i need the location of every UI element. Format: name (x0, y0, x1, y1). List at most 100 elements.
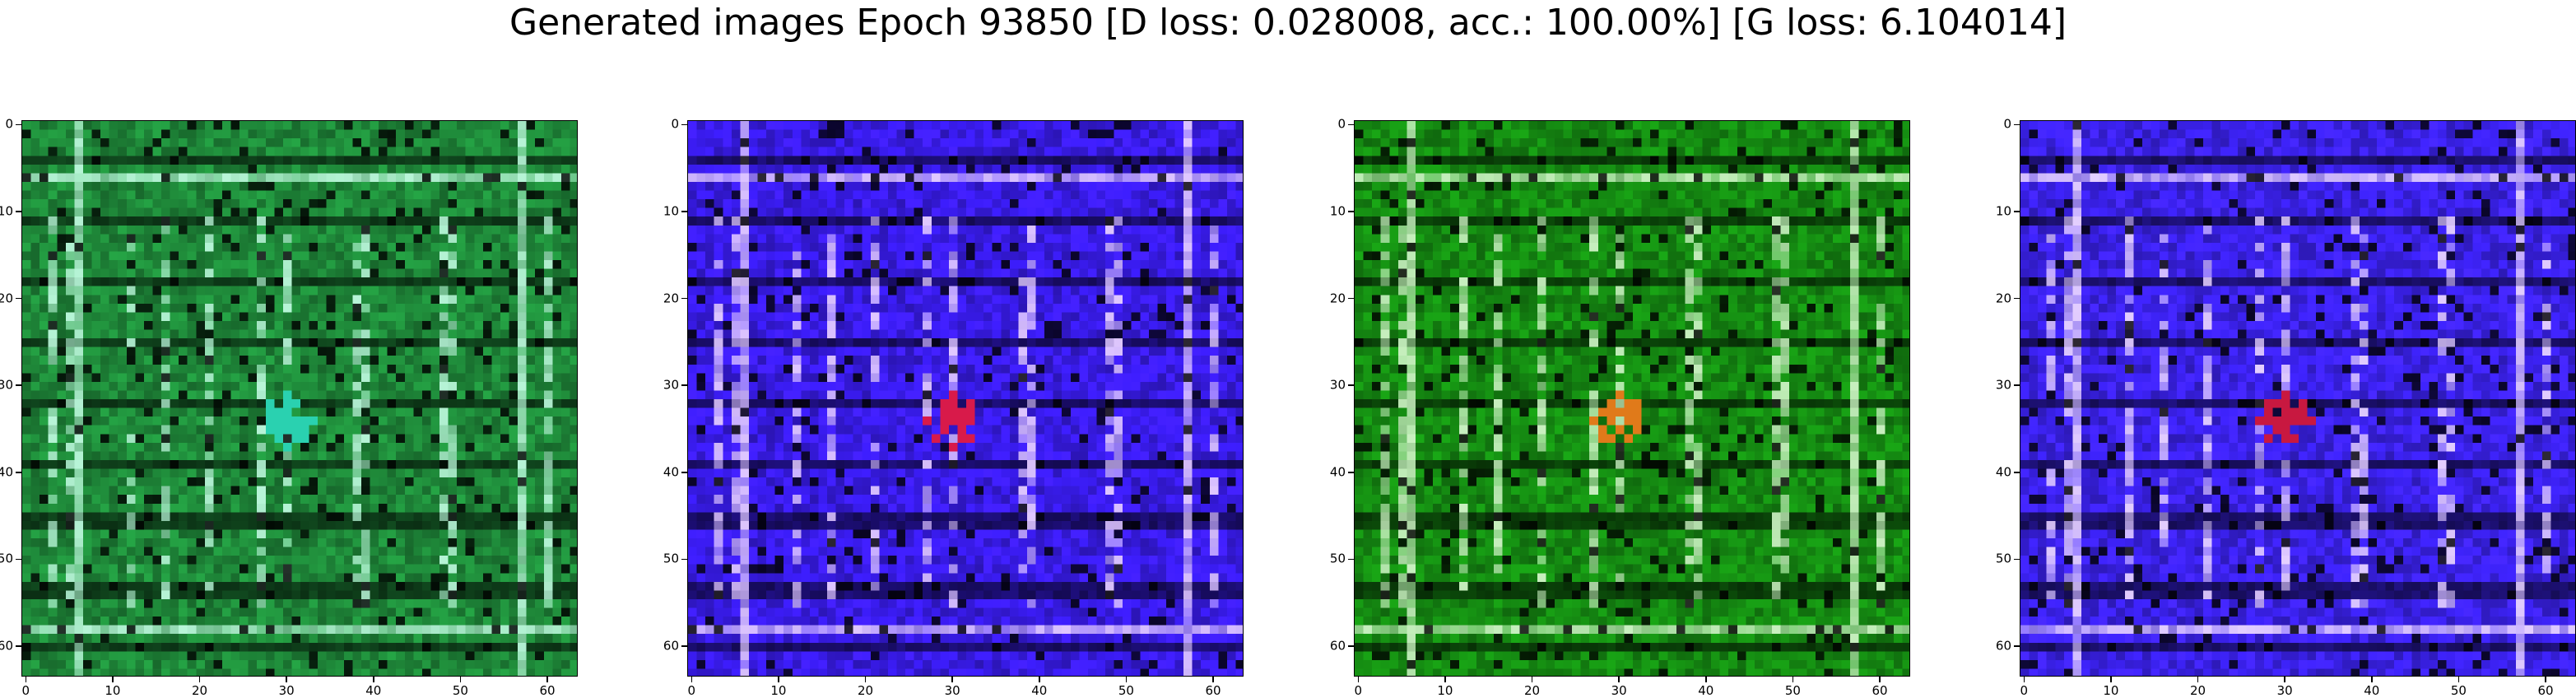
y-tick (681, 558, 687, 561)
x-tick-label: 10 (770, 683, 787, 698)
generated-image-canvas (688, 121, 1243, 676)
x-tick-label: 30 (944, 683, 960, 698)
x-tick (1792, 677, 1794, 682)
y-tick (16, 645, 21, 647)
y-tick (681, 211, 687, 212)
x-tick (1357, 677, 1360, 682)
x-tick (286, 677, 287, 682)
x-tick (1618, 677, 1620, 682)
y-tick-label: 50 (1329, 551, 1346, 566)
x-tick-label: 40 (1031, 683, 1048, 698)
x-tick (951, 677, 953, 682)
x-tick (2284, 677, 2285, 682)
x-tick (1039, 677, 1040, 682)
x-tick (1212, 677, 1214, 682)
y-tick (2014, 384, 2020, 386)
y-tick (16, 472, 21, 473)
image-frame (21, 120, 578, 677)
y-tick-label: 40 (0, 464, 13, 480)
x-tick (198, 677, 201, 682)
x-tick-label: 40 (365, 683, 382, 698)
y-tick-label: 40 (1329, 464, 1346, 480)
y-tick-label: 30 (1995, 377, 2011, 393)
y-tick-label: 40 (663, 464, 679, 480)
y-tick-label: 30 (1329, 377, 1346, 393)
y-tick (16, 123, 21, 126)
image-panel-4: 0 10 20 30 40 50 60 0 10 20 30 40 50 60 (1996, 118, 2576, 697)
y-tick (1348, 558, 1354, 561)
y-tick-label: 10 (663, 203, 679, 219)
y-tick (2014, 297, 2020, 300)
y-tick-label: 0 (2003, 116, 2011, 132)
y-tick (2014, 558, 2020, 561)
x-tick (864, 677, 867, 682)
y-tick (2014, 211, 2020, 212)
x-tick (2023, 677, 2025, 682)
y-tick-label: 20 (1995, 291, 2011, 306)
y-tick (1348, 211, 1354, 212)
y-tick-label: 20 (663, 291, 679, 306)
y-tick-label: 30 (0, 377, 13, 393)
y-tick (681, 645, 687, 647)
y-tick (1348, 384, 1354, 386)
y-tick-label: 60 (663, 638, 679, 654)
y-tick-label: 20 (1329, 291, 1346, 306)
x-tick-label: 60 (539, 683, 556, 698)
x-tick (373, 677, 374, 682)
y-tick-label: 0 (1337, 116, 1346, 132)
x-tick-label: 50 (452, 683, 468, 698)
y-tick-label: 30 (663, 377, 679, 393)
y-tick-label: 10 (1329, 203, 1346, 219)
x-tick (459, 677, 462, 682)
x-tick (2110, 677, 2112, 682)
x-tick (1531, 677, 1533, 682)
x-tick-label: 20 (1523, 683, 1541, 698)
x-tick-label: 30 (1611, 683, 1627, 698)
x-tick (2371, 677, 2373, 682)
x-tick (690, 677, 693, 682)
x-tick-label: 60 (1205, 683, 1221, 698)
x-tick-label: 30 (278, 683, 295, 698)
x-tick-label: 40 (2364, 683, 2380, 698)
x-tick-label: 0 (1354, 683, 1363, 698)
x-tick-label: 60 (1872, 683, 1888, 698)
y-tick-label: 60 (1995, 638, 2011, 654)
x-tick (112, 677, 114, 682)
x-tick (778, 677, 779, 682)
x-tick-label: 0 (687, 683, 696, 698)
y-tick-label: 0 (671, 116, 679, 132)
x-tick (2197, 677, 2199, 682)
image-panel-2: 0 10 20 30 40 50 60 0 10 20 30 40 50 60 (663, 118, 1244, 697)
y-tick-label: 20 (0, 291, 13, 306)
image-frame (1354, 120, 1910, 677)
x-tick-label: 20 (2189, 683, 2206, 698)
x-tick-label: 10 (105, 683, 121, 698)
x-tick-label: 50 (1784, 683, 1801, 698)
x-tick-label: 40 (1698, 683, 1714, 698)
x-tick (1705, 677, 1707, 682)
x-tick-label: 50 (1118, 683, 1134, 698)
x-tick-label: 0 (21, 683, 30, 698)
x-tick (2457, 677, 2460, 682)
y-tick-label: 40 (1995, 464, 2011, 480)
image-frame (2020, 120, 2576, 677)
x-tick-label: 60 (2537, 683, 2554, 698)
x-tick-label: 10 (2103, 683, 2119, 698)
figure-title: Generated images Epoch 93850 [D loss: 0.… (509, 2, 2067, 44)
y-tick-label: 50 (0, 551, 13, 566)
x-tick (2545, 677, 2546, 682)
x-tick-label: 10 (1437, 683, 1453, 698)
y-tick-label: 10 (1995, 203, 2011, 219)
y-tick (2014, 645, 2020, 647)
y-tick-label: 50 (663, 551, 679, 566)
x-tick (1125, 677, 1128, 682)
y-tick-label: 50 (1995, 551, 2011, 566)
y-tick (1348, 472, 1354, 473)
generated-image-canvas (2020, 121, 2575, 676)
y-tick-label: 0 (5, 116, 13, 132)
y-tick (1348, 645, 1354, 647)
image-frame (687, 120, 1244, 677)
y-tick (1348, 123, 1354, 126)
y-tick (16, 384, 21, 386)
generated-image-canvas (22, 121, 577, 676)
